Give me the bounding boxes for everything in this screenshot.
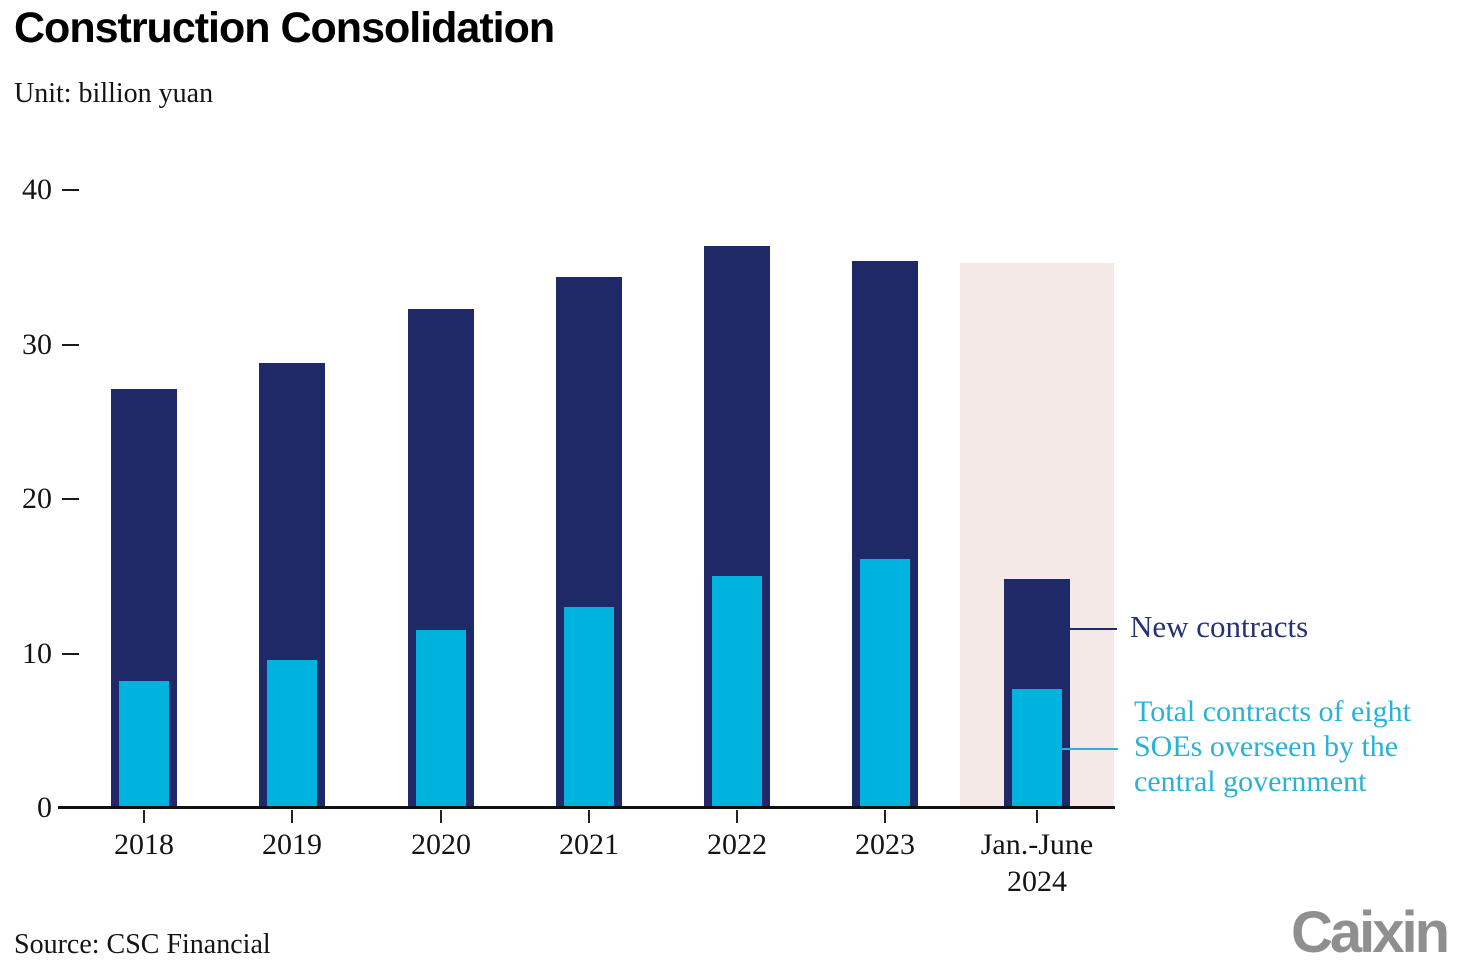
x-tick-label-2021: 2021 — [559, 828, 619, 861]
bar-soe-contracts-2022 — [712, 576, 762, 808]
chart-title: Construction Consolidation — [14, 4, 555, 52]
x-tick-mark-2019 — [291, 810, 293, 823]
bar-soe-contracts-2021 — [564, 607, 614, 808]
caixin-logo: Caixin — [1291, 900, 1450, 965]
bar-soe-contracts-2019 — [267, 659, 317, 808]
y-tick-mark-20 — [62, 498, 79, 500]
x-tick-mark-2023 — [884, 810, 886, 823]
x-tick-label-Jan.-June 2024: Jan.-June 2024 — [980, 828, 1094, 898]
legend-soe-line-2: SOEs overseen by the — [1134, 730, 1399, 763]
x-tick-mark-2020 — [440, 810, 442, 823]
new-contracts-leader-line — [1068, 628, 1117, 630]
y-tick-label-40: 40 — [22, 173, 52, 206]
bar-soe-contracts-2018 — [119, 681, 169, 808]
legend-label-soe-contracts: Total contracts of eight SOEs overseen b… — [1134, 694, 1469, 799]
legend-soe-line-3: central government — [1134, 765, 1367, 798]
x-tick-mark-2022 — [736, 810, 738, 823]
y-tick-mark-40 — [62, 189, 79, 191]
x-tick-label-2019: 2019 — [262, 828, 322, 861]
x-tick-mark-2021 — [588, 810, 590, 823]
unit-label: Unit: billion yuan — [14, 78, 214, 109]
bar-soe-contracts-Jan.-June 2024 — [1012, 689, 1062, 808]
source-note: Source: CSC Financial — [14, 929, 271, 960]
x-tick-mark-Jan.-June 2024 — [1036, 810, 1038, 823]
legend-soe-line-1: Total contracts of eight — [1134, 695, 1411, 728]
x-tick-label-2022: 2022 — [707, 828, 767, 861]
y-tick-label-30: 30 — [22, 327, 52, 361]
y-tick-label-10: 10 — [22, 636, 52, 670]
soe-contracts-leader-line — [1062, 748, 1118, 750]
x-tick-label-2020: 2020 — [411, 828, 471, 861]
y-tick-mark-30 — [62, 343, 79, 346]
x-tick-label-2023: 2023 — [855, 828, 915, 861]
legend-label-new-contracts: New contracts — [1130, 609, 1309, 644]
x-tick-label-2018: 2018 — [114, 828, 174, 861]
y-tick-label-20: 20 — [22, 482, 52, 515]
x-tick-mark-2018 — [143, 810, 145, 823]
x-axis-line — [58, 806, 1115, 809]
bar-soe-contracts-2023 — [860, 559, 910, 808]
bar-soe-contracts-2020 — [416, 630, 466, 808]
y-tick-mark-10 — [62, 652, 79, 655]
y-tick-label-0: 0 — [37, 791, 52, 824]
